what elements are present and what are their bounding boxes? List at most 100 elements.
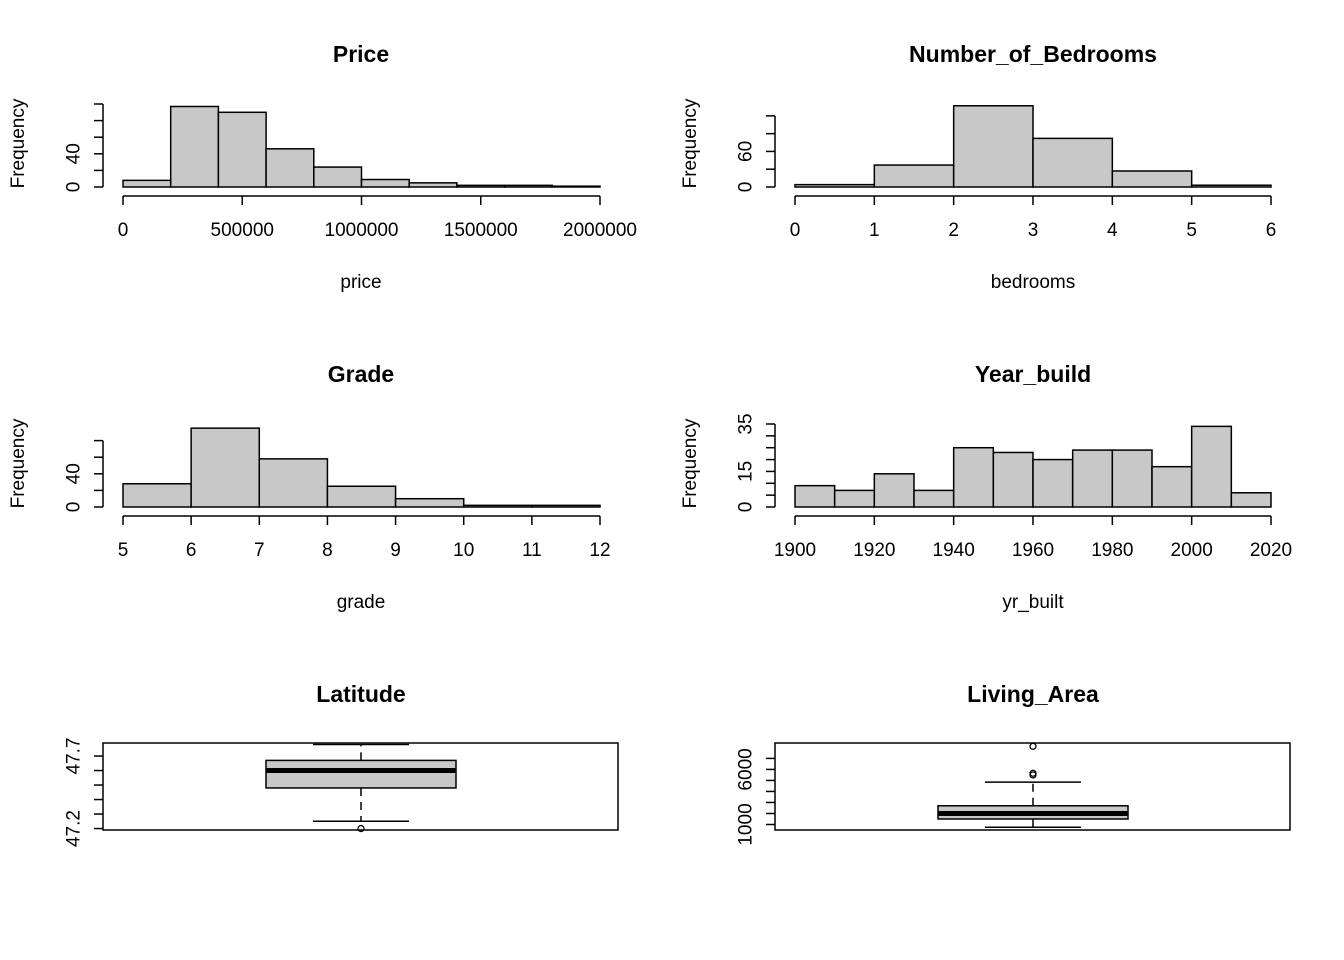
x-tick-label: 2 xyxy=(948,220,959,241)
histogram-bar xyxy=(1111,170,1193,188)
histogram-bar xyxy=(462,504,533,508)
chart-title: Number_of_Bedrooms xyxy=(909,41,1157,67)
x-tick-label: 1900 xyxy=(774,540,816,561)
y-tick-label: 0 xyxy=(736,182,757,193)
y-tick-label: 47.2 xyxy=(64,810,85,847)
y-axis-label: Frequency xyxy=(680,98,701,188)
histogram-bar xyxy=(833,489,876,508)
histogram-bar xyxy=(456,184,506,188)
histogram-bar xyxy=(1230,492,1272,508)
y-tick-label: 40 xyxy=(64,463,85,484)
x-tick-label: 1 xyxy=(869,220,880,241)
x-tick-label: 1000000 xyxy=(325,220,399,241)
x-tick-label: 1980 xyxy=(1091,540,1133,561)
chart-title: Living_Area xyxy=(967,681,1099,707)
x-tick-label: 6 xyxy=(1266,220,1277,241)
histogram-bar xyxy=(122,483,192,508)
y-tick-label: 0 xyxy=(736,502,757,513)
outlier-point xyxy=(1029,742,1037,750)
x-tick-label: 6 xyxy=(186,540,197,561)
x-axis-label: yr_built xyxy=(1002,592,1064,613)
living-area-boxplot-panel: Living_Area 1000 6000 xyxy=(736,681,1291,846)
x-tick-label: 12 xyxy=(589,540,610,561)
x-tick-label: 1920 xyxy=(853,540,895,561)
y-tick-label: 0 xyxy=(64,182,85,193)
y-tick-label: 0 xyxy=(64,502,85,513)
y-axis-label: Frequency xyxy=(680,418,701,508)
histogram-bar xyxy=(952,446,995,508)
latitude-boxplot-panel: Latitude 47.2 47.7 xyxy=(64,681,619,847)
y-axis-label: Frequency xyxy=(8,418,29,508)
y-tick-label: 40 xyxy=(64,143,85,164)
x-tick-label: 2020 xyxy=(1250,540,1292,561)
histogram-bar xyxy=(794,484,836,508)
grade-histogram-panel: Grade 5 6 7 8 9 10 11 12 0 40 grade Frequency xyxy=(8,361,611,613)
chart-title: Grade xyxy=(328,361,394,387)
histogram-bar xyxy=(1032,458,1074,508)
histogram-bar xyxy=(360,178,410,188)
histogram-bar xyxy=(1190,184,1272,188)
x-axis-label: price xyxy=(340,272,381,293)
x-tick-label: 0 xyxy=(118,220,129,241)
x-tick-label: 1960 xyxy=(1012,540,1054,561)
x-tick-label: 9 xyxy=(390,540,401,561)
y-tick-label: 35 xyxy=(736,413,757,434)
x-tick-label: 11 xyxy=(522,540,542,561)
histogram-bar xyxy=(1190,425,1233,508)
y-tick-label: 60 xyxy=(736,141,757,162)
histogram-bar xyxy=(1111,449,1153,508)
x-tick-label: 2000 xyxy=(1171,540,1213,561)
histogram-bar xyxy=(794,183,876,188)
histogram-bar xyxy=(217,111,267,188)
x-tick-label: 4 xyxy=(1107,220,1118,241)
histogram-bar xyxy=(992,451,1034,508)
histogram-bar xyxy=(1071,449,1114,508)
price-histogram-panel: Price 0 500000 1000000 1500000 2000000 0 40 pric… xyxy=(8,41,637,293)
histogram-bar xyxy=(531,504,601,508)
histogram-bar xyxy=(1151,465,1193,508)
histogram-bar xyxy=(190,427,261,508)
histogram-bar xyxy=(326,485,397,508)
plot-frame xyxy=(102,742,619,831)
chart-title: Latitude xyxy=(316,681,405,707)
histogram-bar xyxy=(873,164,955,188)
histogram-bar xyxy=(169,105,220,188)
histogram-bar xyxy=(122,179,172,188)
x-tick-label: 1940 xyxy=(933,540,975,561)
histogram-bar xyxy=(913,489,955,508)
outlier-point xyxy=(357,824,365,833)
x-tick-label: 7 xyxy=(254,540,265,561)
histogram-bar xyxy=(408,182,458,188)
y-tick-label: 47.7 xyxy=(64,738,85,775)
x-tick-label: 1500000 xyxy=(444,220,518,241)
y-tick-label: 1000 xyxy=(736,803,757,845)
histogram-bar xyxy=(551,185,601,188)
year-build-histogram-panel: Year_build 1900 1920 1940 1960 1980 2000 2020 0 1… xyxy=(680,361,1292,613)
histogram-bar xyxy=(265,148,315,188)
x-tick-label: 8 xyxy=(322,540,333,561)
y-axis-label: Frequency xyxy=(8,98,29,188)
x-tick-label: 10 xyxy=(453,540,474,561)
y-tick-label: 6000 xyxy=(736,748,757,790)
histogram-bar xyxy=(952,105,1034,188)
x-axis-label: bedrooms xyxy=(991,272,1076,293)
histogram-bar xyxy=(873,473,915,508)
chart-title: Year_build xyxy=(975,361,1091,387)
x-tick-label: 5 xyxy=(118,540,129,561)
x-tick-label: 5 xyxy=(1186,220,1197,241)
x-tick-label: 3 xyxy=(1028,220,1039,241)
histogram-bar xyxy=(313,166,363,188)
box-iqr xyxy=(265,759,457,789)
histogram-bar xyxy=(394,497,465,508)
histogram-bar xyxy=(503,184,554,188)
histogram-bar xyxy=(258,458,329,508)
histogram-bar xyxy=(1032,137,1114,188)
x-tick-label: 2000000 xyxy=(563,220,637,241)
chart-title: Price xyxy=(333,41,389,67)
outlier-point xyxy=(1029,769,1037,777)
x-tick-label: 500000 xyxy=(211,220,274,241)
x-axis-label: grade xyxy=(337,592,386,613)
x-tick-label: 0 xyxy=(790,220,801,241)
